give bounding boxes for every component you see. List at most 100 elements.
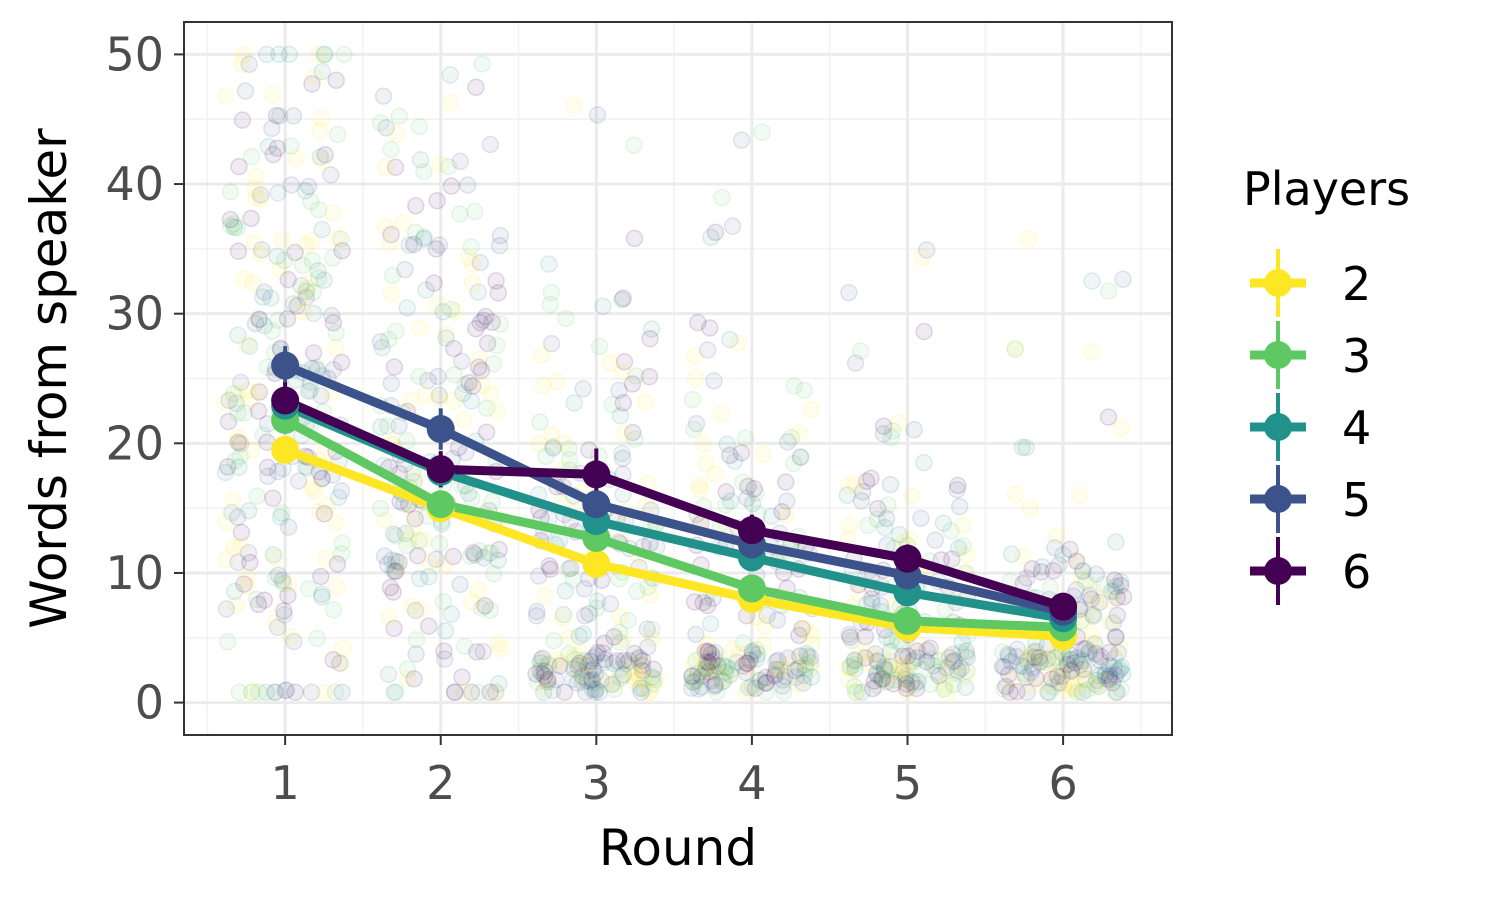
raw-point <box>548 651 566 669</box>
raw-point <box>394 214 412 232</box>
raw-point <box>1054 660 1073 679</box>
raw-point <box>216 393 234 412</box>
raw-point <box>490 540 508 559</box>
raw-point <box>716 663 734 682</box>
raw-point <box>390 553 408 571</box>
raw-point <box>249 382 268 400</box>
raw-point <box>446 683 464 701</box>
raw-point <box>638 638 657 656</box>
raw-point <box>451 575 469 594</box>
raw-point <box>425 274 443 292</box>
raw-point <box>802 625 821 644</box>
raw-point <box>396 524 415 543</box>
raw-point <box>897 675 916 693</box>
raw-point <box>247 590 266 609</box>
raw-point <box>1025 648 1044 667</box>
raw-point <box>640 683 658 701</box>
raw-point <box>532 346 551 365</box>
raw-point <box>455 411 473 429</box>
raw-point <box>766 667 784 685</box>
raw-point <box>702 671 721 690</box>
raw-point <box>481 601 500 620</box>
raw-point <box>615 651 633 670</box>
raw-point <box>594 297 612 316</box>
raw-point <box>785 377 803 395</box>
raw-point <box>700 654 718 672</box>
legend-title: Players <box>1243 162 1410 216</box>
raw-point <box>627 367 645 385</box>
raw-point <box>430 236 449 254</box>
raw-point <box>737 663 755 682</box>
raw-point <box>227 596 245 615</box>
raw-point <box>229 428 247 447</box>
raw-point <box>216 463 235 482</box>
raw-point <box>613 449 632 468</box>
raw-point <box>240 337 259 355</box>
raw-point <box>771 660 790 679</box>
raw-point <box>876 518 894 537</box>
raw-point <box>943 550 961 568</box>
raw-point <box>233 111 252 129</box>
raw-point <box>232 523 251 542</box>
raw-point <box>575 651 594 670</box>
raw-point <box>1086 595 1105 614</box>
raw-point <box>740 679 758 697</box>
raw-point <box>259 467 277 486</box>
raw-point <box>741 651 759 669</box>
raw-point <box>333 683 351 701</box>
raw-point <box>218 632 237 651</box>
raw-point <box>1022 663 1040 682</box>
raw-point <box>954 516 972 534</box>
raw-point <box>944 675 963 694</box>
raw-point <box>645 670 663 688</box>
raw-point <box>564 570 582 589</box>
raw-point <box>698 653 716 671</box>
raw-point <box>1111 638 1129 657</box>
raw-point <box>302 683 321 701</box>
raw-point <box>577 683 595 701</box>
raw-point <box>721 665 739 684</box>
raw-point <box>706 676 724 694</box>
raw-point <box>458 176 477 194</box>
raw-point <box>266 548 284 567</box>
raw-point <box>1021 499 1040 517</box>
raw-point <box>374 87 393 105</box>
raw-point <box>687 651 705 670</box>
raw-point <box>330 654 349 673</box>
raw-point <box>724 640 742 658</box>
raw-point <box>386 158 405 177</box>
raw-point <box>241 553 259 572</box>
raw-point <box>722 660 741 679</box>
raw-point <box>721 492 740 510</box>
raw-point <box>462 238 480 256</box>
raw-point <box>411 151 430 169</box>
raw-point <box>236 82 255 100</box>
y-tick-label: 30 <box>105 287 164 341</box>
raw-point <box>403 597 421 615</box>
raw-point <box>1097 670 1116 688</box>
raw-point <box>695 659 714 677</box>
raw-point <box>270 45 288 64</box>
raw-point <box>303 75 321 93</box>
raw-point <box>698 341 717 359</box>
raw-point <box>601 354 620 373</box>
raw-point <box>481 683 499 701</box>
raw-point <box>614 629 633 648</box>
raw-point <box>954 537 972 555</box>
raw-point <box>492 639 510 658</box>
raw-point <box>896 670 915 688</box>
raw-point <box>249 595 268 614</box>
raw-point <box>278 310 297 328</box>
raw-point <box>1027 669 1045 688</box>
raw-point <box>1112 658 1131 676</box>
raw-point <box>936 677 954 695</box>
raw-point <box>459 484 478 503</box>
raw-point <box>851 342 870 360</box>
raw-point <box>733 473 752 491</box>
raw-point <box>262 289 280 307</box>
raw-point <box>949 662 967 680</box>
raw-point <box>576 606 594 625</box>
raw-point <box>295 303 313 322</box>
raw-point <box>297 288 315 307</box>
raw-point <box>942 522 960 540</box>
